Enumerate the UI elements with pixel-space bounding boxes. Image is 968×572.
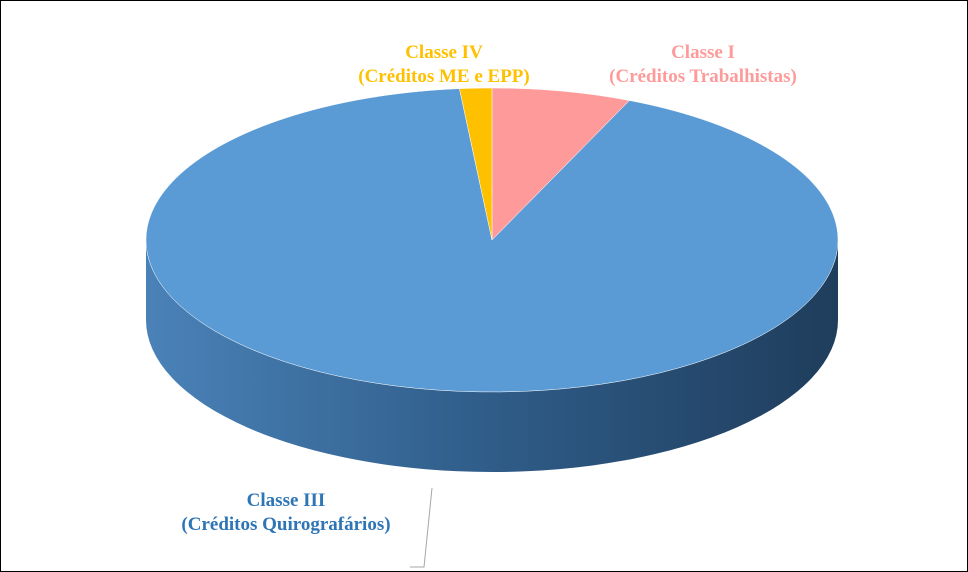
slice-label: Classe III (Créditos Quirografários) <box>181 490 390 535</box>
label-line: Classe III <box>247 490 326 511</box>
leader-line <box>410 487 433 568</box>
slice <box>491 87 630 241</box>
slice-side <box>146 240 838 472</box>
slice <box>145 88 839 393</box>
slice-label: Classe IV (Créditos ME e EPP) <box>358 42 529 87</box>
slice <box>459 87 493 241</box>
label-line: Classe I <box>671 42 735 63</box>
label-line: (Créditos Trabalhistas) <box>609 66 797 87</box>
label-line: (Créditos Quirografários) <box>181 514 390 535</box>
label-line: Classe IV <box>405 42 483 63</box>
label-line: (Créditos ME e EPP) <box>358 66 529 87</box>
slice-label: Classe I (Créditos Trabalhistas) <box>609 42 797 87</box>
